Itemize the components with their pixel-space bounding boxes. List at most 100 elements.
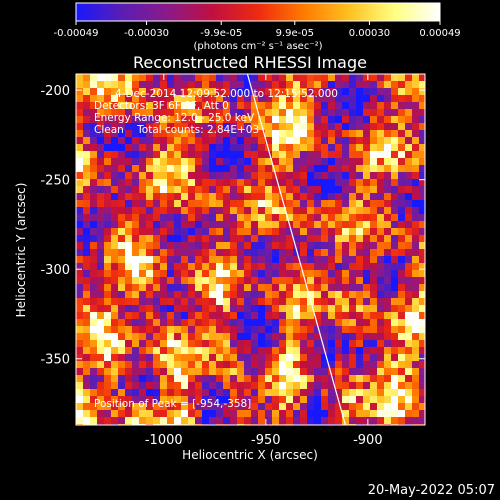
- heatmap-cell: [300, 74, 307, 81]
- heatmap-cell: [181, 326, 188, 333]
- heatmap-cell: [181, 151, 188, 158]
- heatmap-cell: [342, 158, 349, 165]
- heatmap-cell: [202, 165, 209, 172]
- heatmap-cell: [300, 151, 307, 158]
- heatmap-cell: [146, 95, 153, 102]
- heatmap-cell: [209, 277, 216, 284]
- heatmap-cell: [139, 340, 146, 347]
- heatmap-cell: [76, 137, 83, 144]
- heatmap-cell: [251, 375, 258, 382]
- heatmap-cell: [412, 417, 419, 424]
- heatmap-cell: [258, 284, 265, 291]
- heatmap-cell: [209, 256, 216, 263]
- heatmap-cell: [293, 347, 300, 354]
- heatmap-cell: [328, 368, 335, 375]
- heatmap-cell: [244, 277, 251, 284]
- heatmap-cell: [90, 291, 97, 298]
- heatmap-cell: [118, 179, 125, 186]
- heatmap-cell: [209, 81, 216, 88]
- heatmap-cell: [314, 144, 321, 151]
- heatmap-cell: [293, 263, 300, 270]
- heatmap-cell: [202, 410, 209, 417]
- heatmap-cell: [272, 88, 279, 95]
- heatmap-cell: [76, 235, 83, 242]
- heatmap-cell: [216, 298, 223, 305]
- heatmap-cell: [237, 81, 244, 88]
- heatmap-cell: [216, 137, 223, 144]
- heatmap-cell: [398, 410, 405, 417]
- heatmap-cell: [405, 242, 412, 249]
- heatmap-cell: [321, 207, 328, 214]
- heatmap-cell: [279, 277, 286, 284]
- heatmap-cell: [412, 298, 419, 305]
- heatmap-cell: [181, 270, 188, 277]
- heatmap-cell: [384, 319, 391, 326]
- heatmap-cell: [97, 109, 104, 116]
- heatmap-cell: [139, 221, 146, 228]
- heatmap-cell: [237, 123, 244, 130]
- heatmap-cell: [370, 235, 377, 242]
- heatmap-cell: [230, 228, 237, 235]
- heatmap-cell: [223, 123, 230, 130]
- x-tick-label: -950: [251, 433, 281, 448]
- heatmap-cell: [202, 74, 209, 81]
- heatmap-cell: [237, 158, 244, 165]
- heatmap-cell: [419, 354, 425, 361]
- heatmap-cell: [167, 263, 174, 270]
- heatmap-cell: [167, 298, 174, 305]
- heatmap-cell: [279, 410, 286, 417]
- heatmap-cell: [363, 172, 370, 179]
- heatmap-cell: [321, 221, 328, 228]
- heatmap-cell: [90, 137, 97, 144]
- heatmap-cell: [377, 382, 384, 389]
- heatmap-cell: [181, 179, 188, 186]
- heatmap-cell: [104, 214, 111, 221]
- y-tick-label: -350: [40, 353, 70, 368]
- colorbar-unit-label: (photons cm⁻² s⁻¹ asec⁻²): [193, 41, 322, 52]
- heatmap-cell: [272, 81, 279, 88]
- heatmap-cell: [230, 256, 237, 263]
- heatmap-cell: [153, 340, 160, 347]
- heatmap-cell: [90, 389, 97, 396]
- heatmap-cell: [216, 235, 223, 242]
- heatmap-cell: [258, 130, 265, 137]
- heatmap-cell: [258, 368, 265, 375]
- heatmap-cell: [398, 207, 405, 214]
- heatmap-cell: [230, 81, 237, 88]
- heatmap-cell: [314, 88, 321, 95]
- heatmap-cell: [363, 193, 370, 200]
- heatmap-cell: [251, 109, 258, 116]
- heatmap-cell: [307, 207, 314, 214]
- heatmap-cell: [419, 382, 425, 389]
- heatmap-cell: [153, 333, 160, 340]
- heatmap-cell: [370, 74, 377, 81]
- colorbar-tick-label: 0.00030: [349, 28, 390, 39]
- heatmap-cell: [370, 130, 377, 137]
- heatmap-cell: [265, 214, 272, 221]
- heatmap-cell: [405, 214, 412, 221]
- heatmap-cell: [398, 158, 405, 165]
- heatmap-cell: [118, 74, 125, 81]
- heatmap-cell: [230, 361, 237, 368]
- heatmap-cell: [216, 95, 223, 102]
- heatmap-cell: [419, 165, 425, 172]
- heatmap-cell: [314, 242, 321, 249]
- heatmap-cell: [349, 172, 356, 179]
- heatmap-cell: [230, 207, 237, 214]
- heatmap-cell: [244, 340, 251, 347]
- heatmap-cell: [104, 389, 111, 396]
- heatmap-cell: [118, 410, 125, 417]
- heatmap-cell: [328, 361, 335, 368]
- heatmap-cell: [104, 249, 111, 256]
- heatmap-cell: [321, 249, 328, 256]
- heatmap-cell: [335, 221, 342, 228]
- heatmap-cell: [251, 179, 258, 186]
- heatmap-cell: [412, 277, 419, 284]
- heatmap-cell: [195, 130, 202, 137]
- heatmap-cell: [377, 137, 384, 144]
- heatmap-cell: [335, 242, 342, 249]
- heatmap-cell: [412, 249, 419, 256]
- heatmap-cell: [181, 221, 188, 228]
- heatmap-cell: [314, 417, 321, 424]
- heatmap-cell: [328, 200, 335, 207]
